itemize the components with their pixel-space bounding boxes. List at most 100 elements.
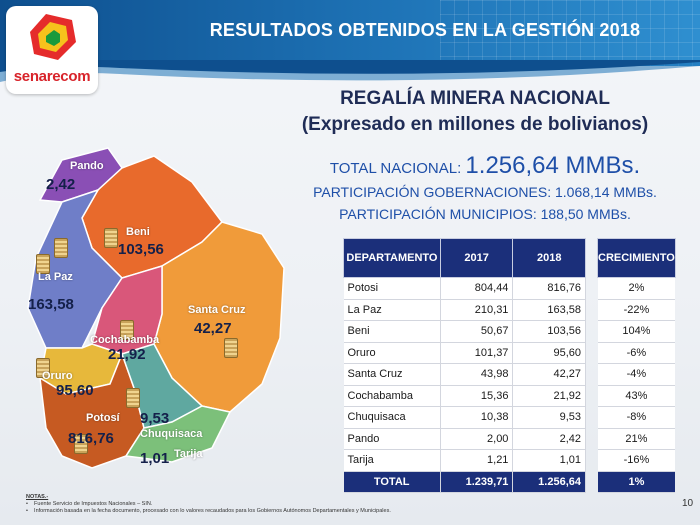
table-row: Cochabamba 15,36 21,92 [343, 385, 586, 407]
bolivia-map: Pando 2,42 Beni 103,56 La Paz 163,58 San… [22, 138, 292, 478]
page-title: RESULTADOS OBTENIDOS EN LA GESTIÓN 2018 [209, 20, 641, 40]
total-nacional: TOTAL NACIONAL: 1.256,64 MMBs. [260, 152, 700, 180]
cell-total-label: TOTAL [343, 471, 441, 493]
table-row: 2% [597, 277, 676, 300]
map-value-pando: 2,42 [46, 176, 76, 193]
table-row: Beni 50,67 103,56 [343, 320, 586, 343]
table-row: -16% [597, 449, 676, 472]
cell-dept: Tarija [343, 449, 441, 472]
cell-dept: Chuquisaca [343, 406, 441, 429]
cell-dept: Potosi [343, 277, 441, 300]
cell-total-2017: 1.239,71 [440, 471, 514, 493]
cell-2017: 210,31 [440, 299, 514, 321]
regalias-table: DEPARTAMENTO 2017 2018 Potosi 804,44 816,7… [343, 238, 586, 493]
table-row: 43% [597, 385, 676, 407]
table-row: Santa Cruz 43,98 42,27 [343, 363, 586, 386]
table-row: Chuquisaca 10,38 9,53 [343, 406, 586, 429]
map-label-tarija: Tarija [174, 448, 203, 460]
participacion-municipios: PARTICIPACIÓN MUNICIPIOS: 188,50 MMBs. [339, 206, 631, 222]
region-tarija [124, 405, 232, 463]
total-value: 1.256,64 MMBs. [465, 152, 641, 179]
cell-growth: 2% [597, 277, 676, 300]
col-header-2017: 2017 [439, 238, 514, 278]
crecimiento-table: CRECIMIENTO 2% -22% 104% -6% -4% 43% -8%… [597, 238, 676, 493]
cell-dept: Oruro [343, 342, 441, 364]
cell-growth: 21% [597, 428, 676, 450]
table-row: La Paz 210,31 163,58 [343, 299, 586, 321]
col-header-crecimiento: CRECIMIENTO [597, 238, 676, 278]
coins-icon [120, 320, 134, 340]
cell-2018: 1,01 [512, 449, 586, 472]
logo-mark-icon [30, 14, 76, 60]
cell-2017: 50,67 [440, 320, 514, 343]
cell-dept: Pando [343, 428, 441, 450]
cell-2018: 816,76 [512, 277, 586, 300]
senarecom-logo: senarecom [6, 6, 98, 94]
map-value-oruro: 95,60 [56, 382, 94, 399]
map-label-oruro: Oruro [42, 370, 73, 382]
cell-growth: 104% [597, 320, 676, 343]
cell-2017: 2,00 [440, 428, 514, 450]
header-grid-pattern [440, 0, 700, 66]
table-row: 21% [597, 428, 676, 450]
cell-2018: 95,60 [512, 342, 586, 364]
notes: NOTAS.- • Fuente Servicio de Impuestos N… [26, 494, 586, 515]
map-label-pando: Pando [70, 160, 104, 172]
table-total-row: TOTAL 1.239,71 1.256,64 [343, 471, 586, 493]
map-label-cochabamba: Cochabamba [90, 334, 160, 346]
notes-line: • Fuente Servicio de Impuestos Nacionale… [26, 501, 153, 507]
cell-growth: -16% [597, 449, 676, 472]
total-label: TOTAL NACIONAL: [329, 160, 462, 177]
table-row: Pando 2,00 2,42 [343, 428, 586, 450]
header-band [0, 0, 700, 66]
map-label-santa-cruz: Santa Cruz [188, 304, 246, 316]
map-value-beni: 103,56 [118, 241, 164, 258]
cell-2018: 21,92 [512, 385, 586, 407]
coins-icon [126, 388, 140, 408]
map-label-la-paz: La Paz [38, 271, 73, 283]
map-label-potosi: Potosí [86, 412, 120, 424]
table-row: -4% [597, 363, 676, 386]
notes-title: NOTAS.- [26, 494, 49, 500]
cell-2017: 15,36 [440, 385, 514, 407]
logo-text: senarecom [13, 68, 91, 85]
cell-2018: 42,27 [512, 363, 586, 386]
coins-icon [104, 228, 118, 248]
header-swoosh [0, 60, 700, 82]
cell-2018: 9,53 [512, 406, 586, 429]
cell-2017: 43,98 [440, 363, 514, 386]
cell-growth: 43% [597, 385, 676, 407]
col-header-2018: 2018 [512, 238, 586, 278]
map-value-la-paz: 163,58 [28, 296, 74, 313]
report-subtitle: (Expresado en millones de bolivianos) [301, 114, 649, 135]
cell-2017: 10,38 [440, 406, 514, 429]
coins-icon [36, 254, 50, 274]
cell-growth: -8% [597, 406, 676, 429]
coins-icon [224, 338, 238, 358]
map-shapes [27, 147, 285, 469]
table-row: Tarija 1,21 1,01 [343, 449, 586, 472]
notes-line: • Información basada en la fecha documen… [26, 508, 391, 514]
cell-dept: Santa Cruz [343, 363, 441, 386]
table-row: 104% [597, 320, 676, 343]
cell-2018: 163,58 [512, 299, 586, 321]
cell-2017: 101,37 [440, 342, 514, 364]
table-row: Oruro 101,37 95,60 [343, 342, 586, 364]
map-value-santa-cruz: 42,27 [194, 320, 232, 337]
cell-dept: Beni [343, 320, 441, 343]
report-title: REGALÍA MINERA NACIONAL [340, 88, 610, 109]
table-total-row: 1% [597, 471, 676, 493]
cell-2018: 103,56 [512, 320, 586, 343]
cell-2017: 1,21 [440, 449, 514, 472]
page-number: 10 [682, 498, 694, 509]
cell-total-2018: 1.256,64 [512, 471, 586, 493]
table-row: -8% [597, 406, 676, 429]
cell-growth: -6% [597, 342, 676, 364]
table-row: -6% [597, 342, 676, 364]
cell-dept: La Paz [343, 299, 441, 321]
map-label-beni: Beni [126, 226, 150, 238]
coins-icon [36, 358, 50, 378]
cell-2017: 804,44 [440, 277, 514, 300]
cell-growth: -4% [597, 363, 676, 386]
table-row: Potosi 804,44 816,76 [343, 277, 586, 300]
